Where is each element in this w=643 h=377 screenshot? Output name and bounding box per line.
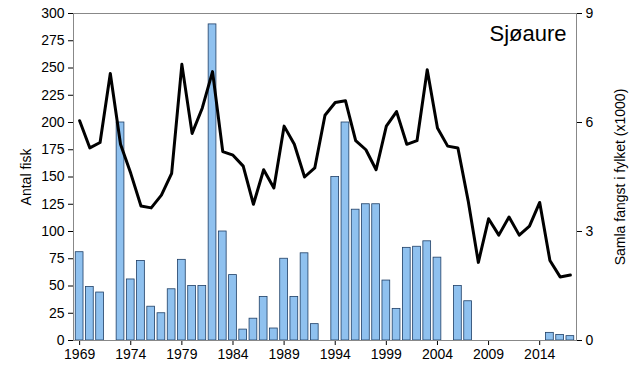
svg-text:2004: 2004 <box>422 346 453 362</box>
svg-text:1974: 1974 <box>115 346 146 362</box>
svg-text:9: 9 <box>586 5 594 21</box>
svg-text:125: 125 <box>41 196 65 212</box>
svg-text:25: 25 <box>49 305 65 321</box>
svg-text:Antal fisk: Antal fisk <box>18 148 34 206</box>
svg-text:100: 100 <box>41 223 65 239</box>
svg-text:1969: 1969 <box>64 346 95 362</box>
svg-text:50: 50 <box>49 277 65 293</box>
svg-text:0: 0 <box>586 332 594 348</box>
svg-text:1984: 1984 <box>217 346 248 362</box>
svg-text:3: 3 <box>586 223 594 239</box>
svg-text:1979: 1979 <box>166 346 197 362</box>
svg-text:6: 6 <box>586 114 594 130</box>
svg-text:275: 275 <box>41 32 65 48</box>
svg-text:200: 200 <box>41 114 65 130</box>
svg-text:2014: 2014 <box>524 346 555 362</box>
svg-text:150: 150 <box>41 168 65 184</box>
svg-text:0: 0 <box>57 332 65 348</box>
svg-text:1994: 1994 <box>320 346 351 362</box>
svg-text:225: 225 <box>41 87 65 103</box>
svg-text:175: 175 <box>41 141 65 157</box>
svg-text:250: 250 <box>41 59 65 75</box>
svg-text:2009: 2009 <box>473 346 504 362</box>
svg-text:Samla fangst i fylket (x1000): Samla fangst i fylket (x1000) <box>612 89 628 266</box>
svg-text:75: 75 <box>49 250 65 266</box>
svg-text:1989: 1989 <box>269 346 300 362</box>
svg-text:Sjøaure: Sjøaure <box>489 21 566 46</box>
svg-text:300: 300 <box>41 5 65 21</box>
svg-text:1999: 1999 <box>371 346 402 362</box>
